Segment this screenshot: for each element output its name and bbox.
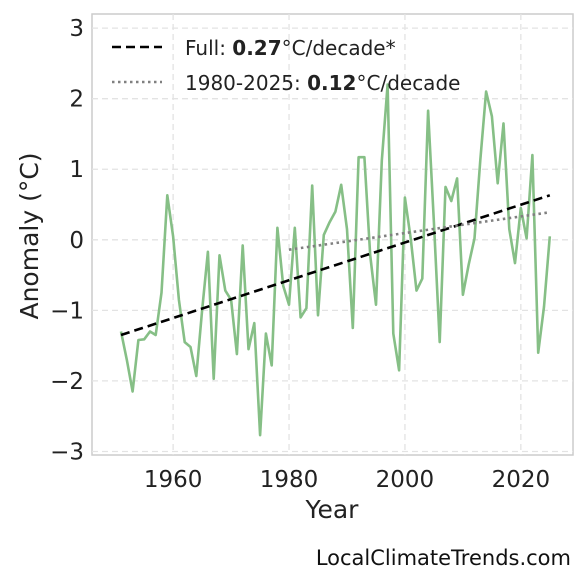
series-layer [119, 83, 552, 437]
source-credit: LocalClimateTrends.com [315, 546, 571, 570]
recent-trend-line [288, 211, 550, 251]
y-tick-label: −1 [50, 298, 84, 324]
y-axis-ticks: −3 −2 −1 0 1 2 3 [50, 16, 84, 465]
x-axis-ticks: 1960 1980 2000 2020 [144, 467, 550, 493]
y-tick-label: 1 [69, 157, 84, 183]
x-tick-label: 1960 [144, 467, 203, 493]
anomaly-series-line [119, 83, 552, 437]
x-axis-label: Year [305, 495, 360, 524]
y-tick-label: 2 [69, 87, 84, 113]
full-trend-line [120, 194, 551, 337]
legend: Full: 0.27°C/decade* 1980-2025: 0.12°C/d… [112, 36, 460, 95]
y-tick-label: 3 [69, 16, 84, 42]
x-tick-label: 2000 [376, 467, 435, 493]
y-tick-label: −3 [50, 439, 84, 465]
y-axis-label: Anomaly (°C) [15, 152, 44, 319]
y-tick-label: −2 [50, 369, 84, 395]
legend-label-1980-2025: 1980-2025: 0.12°C/decade [185, 71, 460, 95]
x-tick-label: 2020 [492, 467, 551, 493]
legend-label-full: Full: 0.27°C/decade* [185, 36, 396, 60]
x-tick-label: 1980 [260, 467, 319, 493]
y-tick-label: 0 [69, 228, 84, 254]
